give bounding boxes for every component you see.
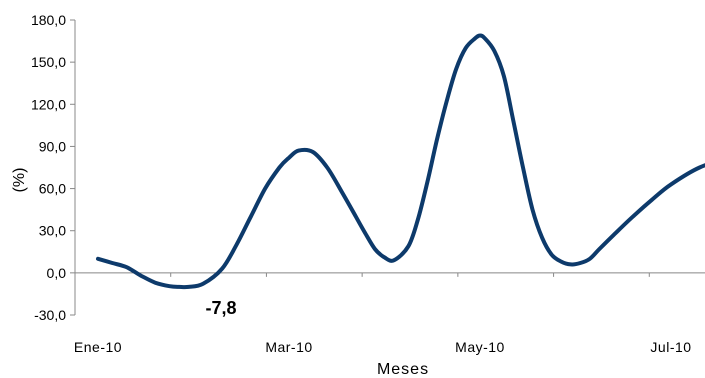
- x-tick-label: Mar-10: [265, 339, 312, 355]
- annotation-layer: -7,855,2: [206, 298, 237, 318]
- y-tick-label: 60,0: [39, 181, 66, 197]
- y-tick-label: 30,0: [39, 223, 66, 239]
- y-tick-label: 150,0: [31, 54, 66, 70]
- y-tick-label: 120,0: [31, 96, 66, 112]
- y-axis: -30,0 0,0 30,0 60,0 90,0 120,0 150,0 180,0: [31, 12, 76, 323]
- x-axis: Ene-10Mar-10May-10Jul-10Sep-10Nov-10Ene-…: [74, 339, 691, 355]
- y-axis-label: (%): [11, 168, 28, 193]
- y-tick-label: -30,0: [34, 307, 66, 323]
- x-tick-label: Jul-10: [650, 339, 691, 355]
- y-tick-label: 90,0: [39, 138, 66, 154]
- y-tick-label: 0,0: [47, 265, 67, 281]
- y-tick-label: 180,0: [31, 12, 66, 28]
- data-label: -7,8: [206, 298, 237, 318]
- zero-axis-line: [74, 272, 705, 277]
- x-tick-label: May-10: [455, 339, 505, 355]
- series-line: [96, 33, 705, 290]
- x-axis-label: Meses: [377, 361, 429, 378]
- series-layer: [96, 33, 705, 290]
- x-tick-label: Ene-10: [74, 339, 122, 355]
